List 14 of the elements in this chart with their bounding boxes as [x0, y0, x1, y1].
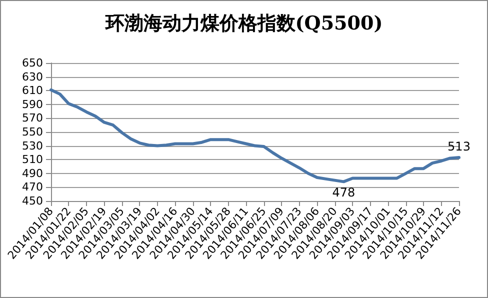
y-tick-label: 450	[22, 194, 43, 208]
y-tick-label: 470	[22, 180, 43, 194]
y-tick-label: 650	[22, 56, 43, 70]
y-tick-label: 530	[22, 139, 43, 152]
y-tick-label: 570	[22, 112, 43, 125]
chart-title: 环渤海动力煤价格指数(Q5500)	[104, 12, 383, 34]
y-tick-label: 490	[22, 166, 43, 180]
y-tick-label: 610	[22, 84, 43, 98]
y-tick-label: 550	[22, 126, 43, 138]
y-tick-label: 510	[22, 153, 43, 166]
data-label: 513	[448, 140, 470, 154]
y-tick-label: 630	[22, 70, 43, 84]
y-tick-label: 590	[22, 98, 43, 111]
data-label: 478	[332, 186, 356, 200]
